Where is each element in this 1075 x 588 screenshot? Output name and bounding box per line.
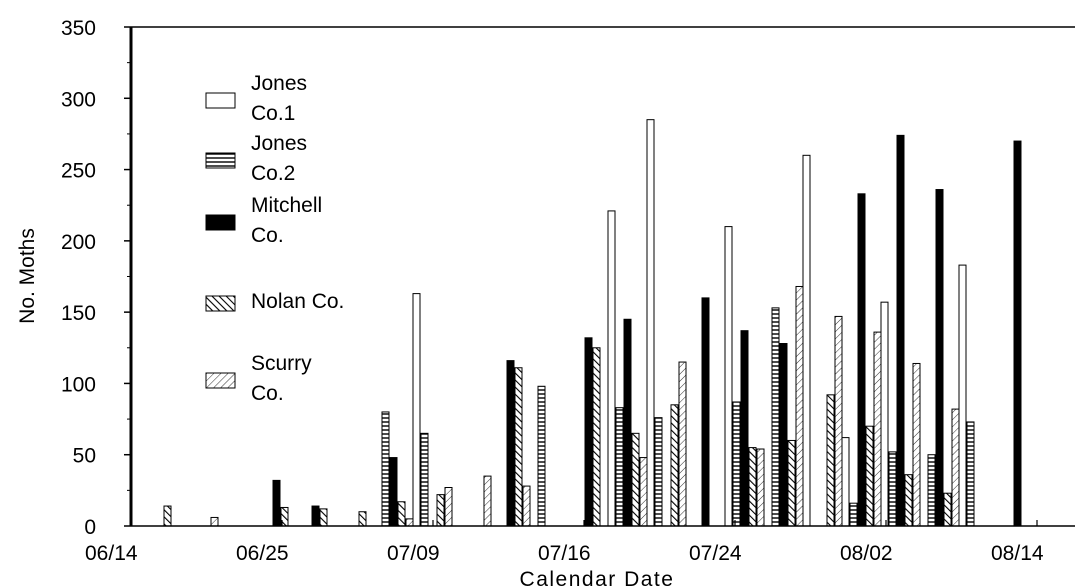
bar-jones-co-2 bbox=[888, 451, 897, 527]
y-tick-label: 100 bbox=[61, 373, 96, 396]
bar-nolan-co bbox=[514, 367, 523, 527]
bar-mitchell-co bbox=[584, 337, 593, 527]
bar-mitchell-co bbox=[1013, 140, 1022, 527]
x-ticks: 06/14 06/25 07/09 07/16 07/24 08/02 08/14 bbox=[85, 520, 1044, 565]
bar-jones-co-2 bbox=[381, 411, 390, 527]
bar-mitchell-co bbox=[311, 505, 320, 527]
legend-label: Mitchell bbox=[251, 194, 322, 217]
bar-nolan-co bbox=[319, 508, 328, 527]
y-ticks: 0 50 100 150 200 250 300 350 bbox=[61, 17, 131, 539]
bar-jones-co-1 bbox=[607, 210, 616, 527]
bar-mitchell-co bbox=[272, 479, 281, 527]
bar-scurry-co bbox=[756, 448, 765, 527]
bar-scurry-co bbox=[873, 331, 882, 527]
bar-scurry-co bbox=[522, 485, 531, 527]
bar-scurry-co bbox=[639, 457, 648, 527]
bar-jones-co-2 bbox=[615, 407, 624, 527]
legend-label: Scurry bbox=[251, 352, 312, 375]
bar-jones-co-1 bbox=[646, 119, 655, 527]
bar-nolan-co bbox=[592, 347, 601, 527]
bar-nolan-co bbox=[436, 494, 445, 527]
bar-nolan-co bbox=[397, 501, 406, 527]
x-tick-label: 07/16 bbox=[538, 542, 591, 565]
y-tick-label: 350 bbox=[61, 17, 96, 40]
x-tick-label: 07/09 bbox=[387, 542, 440, 565]
y-axis-title: No. Moths bbox=[16, 228, 39, 324]
bar-jones-co-2 bbox=[849, 502, 858, 527]
bar-mitchell-co bbox=[506, 360, 515, 527]
legend-swatch bbox=[205, 295, 236, 312]
bar-jones-co-1 bbox=[880, 301, 889, 527]
legend-swatch bbox=[205, 92, 236, 109]
bar-nolan-co bbox=[631, 432, 640, 527]
legend-label: Co. bbox=[251, 224, 284, 247]
bars bbox=[163, 119, 1022, 527]
y-tick-label: 50 bbox=[73, 445, 96, 468]
legend-swatch bbox=[205, 152, 236, 169]
bar-mitchell-co bbox=[701, 297, 710, 527]
legend-label: Nolan Co. bbox=[251, 290, 344, 313]
bar-mitchell-co bbox=[389, 457, 398, 527]
legend: Jones Co.1 Jones Co.2 Mitchell Co. Nolan Co. Sc… bbox=[205, 72, 344, 405]
legend-swatch bbox=[205, 372, 236, 389]
bar-scurry-co bbox=[912, 362, 921, 527]
x-tick-label: 06/25 bbox=[236, 542, 289, 565]
bar-scurry-co bbox=[210, 516, 219, 527]
bar-jones-co-1 bbox=[958, 264, 967, 527]
legend-label: Jones bbox=[251, 132, 307, 155]
bar-scurry-co bbox=[444, 487, 453, 527]
bar-jones-co-2 bbox=[927, 454, 936, 527]
bar-mitchell-co bbox=[779, 343, 788, 527]
bar-jones-co-1 bbox=[412, 293, 421, 527]
bar-scurry-co bbox=[951, 408, 960, 527]
x-tick-label: 07/24 bbox=[689, 542, 742, 565]
y-tick-label: 200 bbox=[61, 231, 96, 254]
bar-nolan-co bbox=[163, 505, 172, 527]
bar-jones-co-2 bbox=[771, 307, 780, 527]
bar-nolan-co bbox=[748, 447, 757, 527]
bar-mitchell-co bbox=[935, 189, 944, 527]
bar-nolan-co bbox=[826, 394, 835, 527]
bar-nolan-co bbox=[865, 425, 874, 527]
bar-scurry-co bbox=[483, 475, 492, 527]
bar-scurry-co bbox=[678, 361, 687, 527]
legend-swatch bbox=[205, 214, 236, 231]
bar-jones-co-2 bbox=[654, 417, 663, 527]
y-tick-label: 150 bbox=[61, 302, 96, 325]
y-tick-label: 250 bbox=[61, 160, 96, 183]
x-tick-label: 08/02 bbox=[840, 542, 893, 565]
bar-jones-co-2 bbox=[732, 401, 741, 527]
y-tick-label: 0 bbox=[84, 516, 96, 539]
bar-mitchell-co bbox=[740, 330, 749, 527]
bar-mitchell-co bbox=[623, 318, 632, 527]
bar-nolan-co bbox=[358, 511, 367, 527]
bar-jones-co-2 bbox=[537, 385, 546, 527]
bar-jones-co-2 bbox=[420, 432, 429, 527]
bar-scurry-co bbox=[405, 518, 414, 527]
x-tick-label: 06/14 bbox=[85, 542, 138, 565]
legend-label: Co.1 bbox=[251, 102, 295, 125]
bar-jones-co-1 bbox=[841, 437, 850, 527]
x-axis-title: Calendar Date bbox=[520, 568, 675, 588]
legend-label: Co. bbox=[251, 382, 284, 405]
bar-nolan-co bbox=[787, 439, 796, 527]
bar-nolan-co bbox=[904, 474, 913, 527]
bar-scurry-co bbox=[795, 285, 804, 527]
legend-label: Jones bbox=[251, 72, 307, 95]
bar-mitchell-co bbox=[857, 193, 866, 527]
bar-nolan-co bbox=[670, 404, 679, 527]
y-tick-label: 300 bbox=[61, 88, 96, 111]
bar-jones-co-1 bbox=[802, 154, 811, 527]
bar-nolan-co bbox=[943, 492, 952, 527]
x-tick-label: 08/14 bbox=[991, 542, 1044, 565]
legend-label: Co.2 bbox=[251, 162, 295, 185]
bar-jones-co-1 bbox=[724, 226, 733, 527]
bar-scurry-co bbox=[834, 315, 843, 527]
bar-jones-co-2 bbox=[966, 421, 975, 527]
bar-mitchell-co bbox=[896, 134, 905, 527]
